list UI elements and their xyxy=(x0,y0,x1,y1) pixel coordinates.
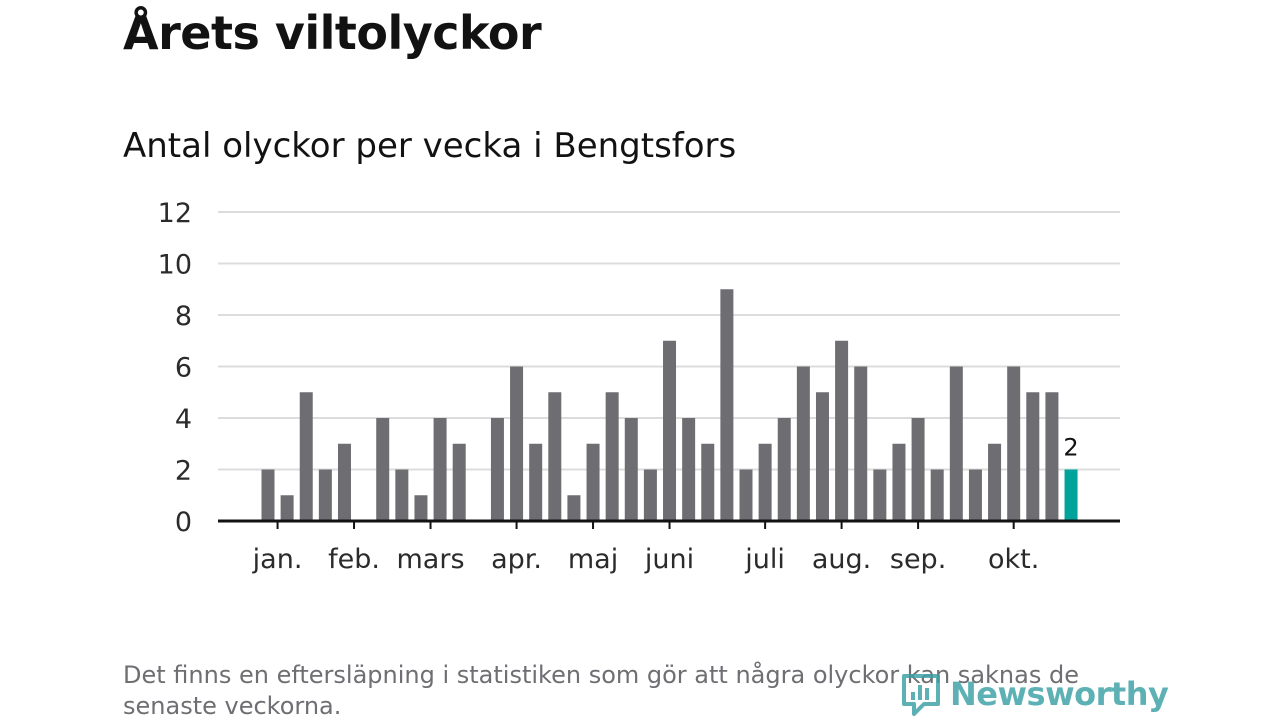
bar xyxy=(739,469,753,521)
bar xyxy=(796,366,810,521)
bar xyxy=(892,443,906,521)
bar xyxy=(605,392,619,521)
y-tick-label: 12 xyxy=(158,198,192,229)
bar xyxy=(529,443,543,521)
bar xyxy=(835,340,849,521)
x-tick-label: juni xyxy=(644,544,694,575)
page-title: Årets viltolyckor xyxy=(123,6,542,60)
bar xyxy=(1026,392,1040,521)
x-tick-label: juli xyxy=(744,544,785,575)
bar xyxy=(567,495,581,521)
x-tick-label: okt. xyxy=(988,544,1039,575)
data-labels: 2 xyxy=(1063,434,1078,462)
bar xyxy=(988,443,1002,521)
bar xyxy=(337,443,351,521)
bar xyxy=(930,469,944,521)
bar xyxy=(777,418,791,521)
highlight-value-label: 2 xyxy=(1063,434,1078,462)
newsworthy-logo: Newsworthy xyxy=(900,672,1169,716)
bar xyxy=(586,443,600,521)
x-axis xyxy=(218,519,1120,529)
bar xyxy=(854,366,868,521)
bar-highlight xyxy=(1064,469,1078,521)
bars xyxy=(261,289,1078,521)
bar xyxy=(280,495,294,521)
x-tick-label: maj xyxy=(568,544,618,575)
logo-text: Newsworthy xyxy=(950,675,1169,713)
bar xyxy=(318,469,332,521)
bar xyxy=(758,443,772,521)
bar xyxy=(510,366,524,521)
x-tick-label: mars xyxy=(397,544,465,575)
bar xyxy=(663,340,677,521)
bar xyxy=(949,366,963,521)
y-tick-label: 8 xyxy=(175,301,192,332)
bar xyxy=(682,418,696,521)
x-tick-label: sep. xyxy=(890,544,946,575)
x-tick-label: feb. xyxy=(328,544,380,575)
x-tick-label: jan. xyxy=(252,544,303,575)
x-tick-label: aug. xyxy=(812,544,871,575)
bar xyxy=(299,392,313,521)
bar xyxy=(873,469,887,521)
bar xyxy=(414,495,428,521)
bar xyxy=(911,418,925,521)
bar xyxy=(1007,366,1021,521)
x-tick-label: apr. xyxy=(491,544,542,575)
bar xyxy=(720,289,734,521)
bar xyxy=(395,469,409,521)
bar xyxy=(643,469,657,521)
bar xyxy=(433,418,447,521)
bar xyxy=(815,392,829,521)
y-tick-label: 2 xyxy=(175,456,192,487)
bar xyxy=(548,392,562,521)
bar xyxy=(1045,392,1059,521)
newsworthy-chart-icon xyxy=(902,674,940,716)
y-tick-label: 0 xyxy=(175,507,192,538)
bar xyxy=(968,469,982,521)
chart-subtitle: Antal olyckor per vecka i Bengtsfors xyxy=(123,126,737,166)
bar xyxy=(261,469,275,521)
bar xyxy=(701,443,715,521)
bar xyxy=(452,443,466,521)
bar xyxy=(376,418,390,521)
x-axis-month-labels: jan. feb. mars apr. maj juni juli aug. sep. okt. xyxy=(252,544,1040,575)
y-tick-label: 6 xyxy=(175,353,192,384)
bar xyxy=(624,418,638,521)
y-axis-tick-labels: 0 2 4 6 8 10 12 xyxy=(158,198,192,538)
y-tick-label: 10 xyxy=(158,250,192,281)
y-tick-label: 4 xyxy=(175,404,192,435)
bar xyxy=(490,418,504,521)
